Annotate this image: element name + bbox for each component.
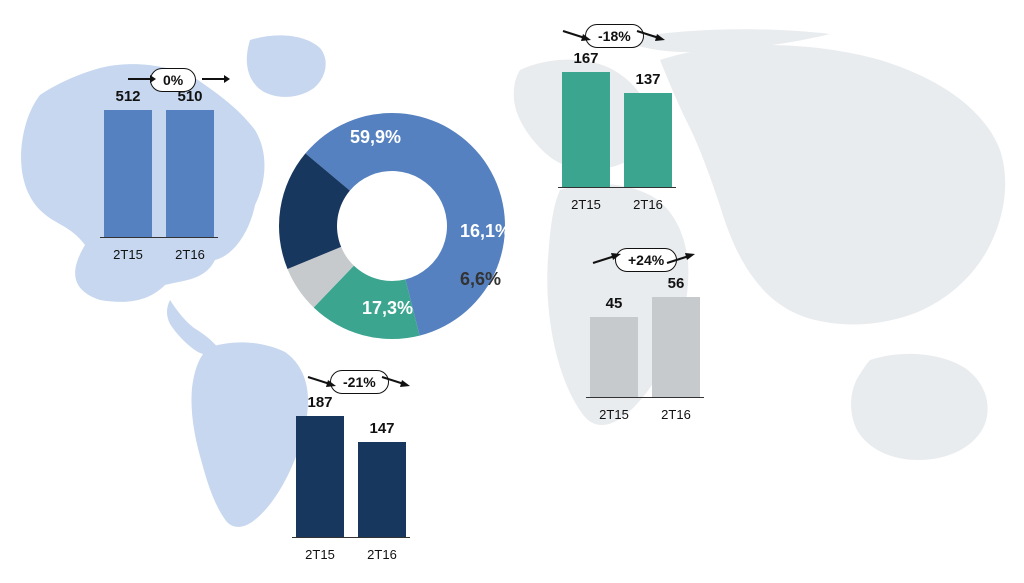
trend-arrow-icon: [200, 72, 230, 86]
bar-category: 2T16: [652, 407, 700, 422]
trend-arrow-icon: [561, 28, 591, 42]
bar-fill: [166, 110, 214, 238]
barchart-middle_east: 452T15 562T16: [590, 290, 700, 398]
bar: 562T16: [652, 290, 700, 398]
bar-fill: [104, 110, 152, 238]
trend-arrow-icon: [126, 72, 156, 86]
trend-arrow-icon: [591, 252, 621, 266]
bar: 1472T16: [358, 414, 406, 538]
bar-axis: [100, 237, 218, 238]
donut-label: 6,6%: [460, 269, 501, 289]
bar: 1672T15: [562, 70, 610, 188]
bar: 452T15: [590, 290, 638, 398]
bar: 1872T15: [296, 414, 344, 538]
bar-value: 147: [358, 420, 406, 437]
bar-category: 2T16: [624, 197, 672, 212]
bar-fill: [590, 317, 638, 398]
trend-arrow-icon: [380, 374, 410, 388]
donut-label: 16,1%: [460, 221, 511, 241]
bar-fill: [652, 297, 700, 398]
bar-category: 2T15: [104, 247, 152, 262]
bar-axis: [586, 397, 704, 398]
bar-value: 167: [562, 50, 610, 67]
bar-value: 137: [624, 71, 672, 88]
bar-fill: [296, 416, 344, 538]
trend-arrow-icon: [306, 374, 336, 388]
bar: 5102T16: [166, 108, 214, 238]
donut-label: 59,9%: [350, 127, 401, 147]
bar: 1372T16: [624, 70, 672, 188]
bar: 5122T15: [104, 108, 152, 238]
bar-category: 2T16: [166, 247, 214, 262]
change-badge: 0%: [150, 68, 196, 92]
bar-value: 56: [652, 275, 700, 292]
donut-label: 17,3%: [362, 298, 413, 318]
bar-category: 2T15: [590, 407, 638, 422]
bar-fill: [624, 93, 672, 188]
bar-category: 2T15: [296, 547, 344, 562]
charts-layer: 59,9%16,1%6,6%17,3% 5122T155102T160%1672…: [0, 0, 1024, 583]
trend-arrow-icon: [665, 252, 695, 266]
barchart-south_america: 1872T15 1472T16: [296, 414, 406, 538]
barchart-north_america: 5122T15 5102T16: [104, 108, 214, 238]
bar-value: 187: [296, 394, 344, 411]
barchart-europe: 1672T15 1372T16: [562, 70, 672, 188]
bar-axis: [558, 187, 676, 188]
bar-value: 512: [104, 88, 152, 105]
trend-arrow-icon: [635, 28, 665, 42]
bar-fill: [562, 72, 610, 188]
bar-value: 45: [590, 295, 638, 312]
bar-fill: [358, 442, 406, 538]
bar-category: 2T15: [562, 197, 610, 212]
bar-axis: [292, 537, 410, 538]
bar-category: 2T16: [358, 547, 406, 562]
